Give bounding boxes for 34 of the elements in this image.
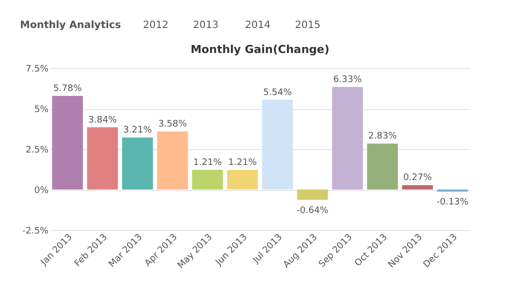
- bar: [227, 170, 258, 190]
- bar: [402, 185, 433, 190]
- data-label: 2.83%: [368, 132, 398, 142]
- y-tick-label: 2.5%: [26, 146, 49, 156]
- chart-title: Monthly Gain(Change): [190, 43, 330, 56]
- data-label: 3.84%: [88, 115, 118, 126]
- bar: [87, 127, 118, 190]
- bar: [192, 170, 223, 190]
- bar: [157, 132, 188, 190]
- y-tick-label: -2.5%: [22, 226, 49, 236]
- data-label: 3.58%: [158, 120, 188, 130]
- data-label: 1.21%: [228, 158, 258, 168]
- bar: [297, 190, 328, 200]
- bar: [122, 138, 153, 190]
- text: 2014: [245, 20, 270, 31]
- data-label: 3.21%: [123, 126, 152, 136]
- y-tick-label: 7.5%: [26, 64, 49, 74]
- data-label: 5.78%: [53, 84, 82, 94]
- text: 2015: [295, 20, 320, 31]
- data-label: 0.27%: [403, 173, 432, 184]
- text: 2013: [193, 20, 218, 31]
- bar: [52, 96, 83, 190]
- data-label: 5.54%: [263, 88, 292, 98]
- y-tick-label: 5%: [34, 105, 49, 115]
- data-label: -0.64%: [296, 206, 329, 216]
- text: 2012: [143, 20, 168, 31]
- data-label: 6.33%: [333, 74, 362, 85]
- bar: [367, 144, 398, 190]
- bar: [332, 86, 363, 190]
- data-label: 1.21%: [193, 158, 222, 168]
- y-tick-label: 0%: [34, 186, 49, 196]
- bar: [262, 100, 293, 190]
- data-label: -0.13%: [436, 198, 469, 208]
- text: Monthly Analytics: [20, 20, 121, 31]
